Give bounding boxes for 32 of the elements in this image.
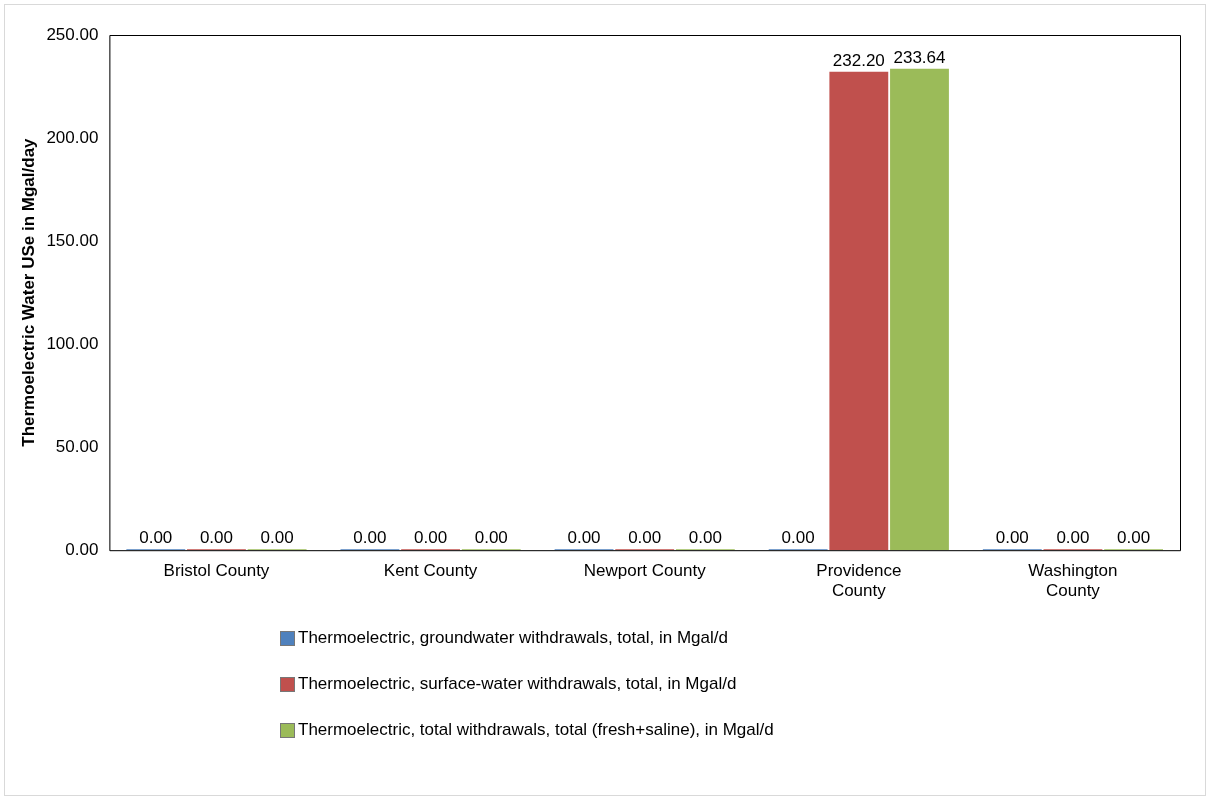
data-label: 0.00 [688,528,722,548]
data-label: 0.00 [414,528,448,548]
y-tick-label: 100.00 [46,333,99,353]
y-tick-label: 50.00 [55,436,99,456]
data-label: 0.00 [1056,528,1090,548]
data-label: 0.00 [199,528,233,548]
data-label: 0.00 [995,528,1029,548]
data-label: 0.00 [1117,528,1151,548]
data-label: 0.00 [139,528,173,548]
x-tick-label: Newport County [583,561,707,581]
data-label: 0.00 [474,528,508,548]
y-tick-label: 250.00 [46,24,99,44]
data-label: 233.64 [893,47,946,67]
y-tick-label: 150.00 [46,230,99,250]
x-tick-label: Providence County [816,561,902,601]
bar [890,68,949,551]
legend-label: Thermoelectric, surface-water withdrawals, total, in Mgal/d [298,674,737,694]
x-tick-label: Bristol County [163,561,270,581]
data-label: 232.20 [832,50,885,70]
bar [829,71,889,551]
data-label: 0.00 [353,528,387,548]
y-tick-label: 0.00 [65,539,99,559]
y-axis-title: Thermoelectric Water USe in Mgal/day [18,137,38,447]
data-label: 0.00 [567,528,601,548]
legend-label: Thermoelectric, total withdrawals, total (fresh+saline), in Mgal/d [298,720,774,740]
data-label: 0.00 [781,528,815,548]
legend-label: Thermoelectric, groundwater withdrawals, total, in Mgal/d [298,628,728,648]
x-tick-label: Washington County [1028,561,1118,601]
x-tick-label: Kent County [383,561,478,581]
y-tick-label: 200.00 [46,127,99,147]
data-label: 0.00 [628,528,662,548]
data-label: 0.00 [260,528,294,548]
